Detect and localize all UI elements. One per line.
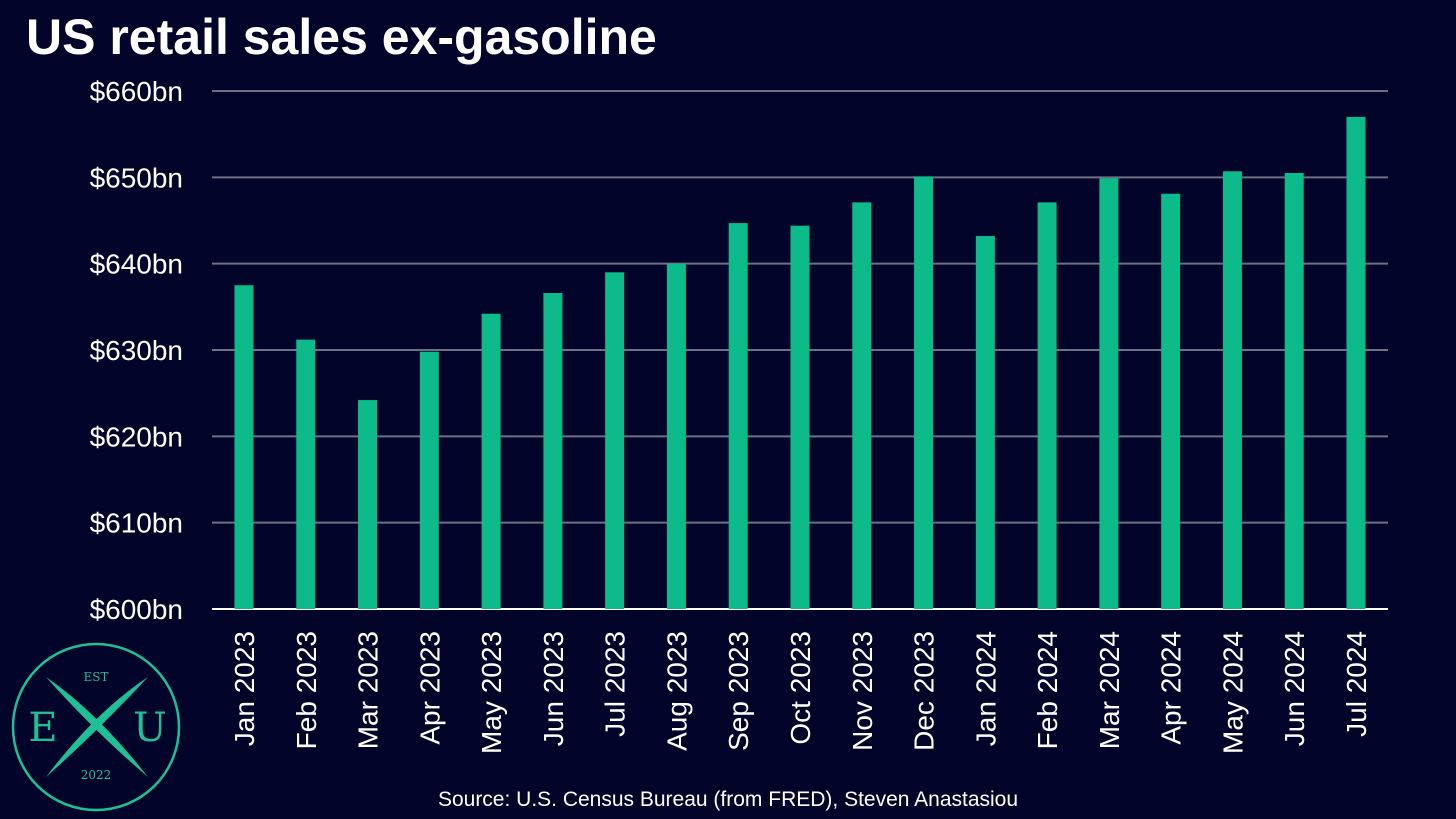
- bar: [1037, 202, 1057, 609]
- bar: [1161, 193, 1181, 609]
- bar: [1222, 171, 1242, 610]
- x-tick-label: Jul 2023: [600, 631, 631, 737]
- x-tick-label: Feb 2024: [1032, 631, 1063, 749]
- bar: [1346, 116, 1366, 610]
- source-text: Source: U.S. Census Bureau (from FRED), …: [437, 788, 1019, 811]
- logo-year-text: 2022: [81, 768, 112, 782]
- bar: [543, 293, 563, 609]
- x-tick-label: Jul 2024: [1341, 631, 1372, 737]
- bar: [852, 202, 872, 609]
- bar: [666, 263, 686, 609]
- x-tick-label: May 2023: [476, 631, 507, 754]
- logo-est-text: EST: [84, 670, 109, 684]
- bar: [1099, 178, 1119, 610]
- chart-title: US retail sales ex-gasoline: [26, 9, 657, 65]
- x-tick-label: Nov 2023: [847, 631, 878, 751]
- x-tick-label: Apr 2023: [414, 631, 445, 745]
- y-tick-label: $640bn: [90, 249, 183, 280]
- bar: [296, 339, 316, 609]
- source-note: Source: U.S. Census Bureau (from FRED), …: [0, 788, 1456, 812]
- bar: [728, 223, 748, 609]
- x-tick-label: Apr 2024: [1156, 631, 1187, 745]
- y-tick-label: $620bn: [90, 421, 183, 452]
- x-tick-label: Feb 2023: [291, 631, 322, 749]
- bar: [358, 400, 378, 609]
- x-tick-label: Sep 2023: [723, 631, 754, 751]
- y-tick-label: $630bn: [90, 335, 183, 366]
- x-tick-label: Mar 2023: [353, 631, 384, 749]
- x-tick-label: May 2024: [1217, 631, 1248, 754]
- exu-logo-emblem: EST E U 2022: [11, 642, 181, 812]
- bar: [1284, 173, 1304, 609]
- x-tick-label: Aug 2023: [661, 631, 692, 751]
- bar: [790, 225, 810, 609]
- bar: [914, 176, 934, 609]
- y-tick-label: $650bn: [90, 162, 183, 193]
- bar: [234, 285, 254, 609]
- bar: [605, 272, 625, 609]
- y-tick-label: $660bn: [90, 76, 183, 107]
- logo-letter-e: E: [28, 705, 57, 751]
- logo-letter-u: U: [133, 705, 167, 751]
- x-tick-label: Jan 2024: [970, 631, 1001, 746]
- x-tick-label: Dec 2023: [909, 631, 940, 751]
- x-tick-label: Jan 2023: [229, 631, 260, 746]
- x-tick-label: Oct 2023: [785, 631, 816, 745]
- x-tick-label: Jun 2023: [538, 631, 569, 746]
- bar: [481, 313, 501, 609]
- bar: [975, 236, 995, 610]
- bar: [419, 351, 439, 609]
- exu-logo: EST E U 2022: [10, 641, 182, 818]
- y-tick-label: $610bn: [90, 508, 183, 539]
- x-tick-label: Mar 2024: [1094, 631, 1125, 749]
- y-tick-label: $600bn: [90, 594, 183, 625]
- x-tick-label: Jun 2024: [1279, 631, 1310, 746]
